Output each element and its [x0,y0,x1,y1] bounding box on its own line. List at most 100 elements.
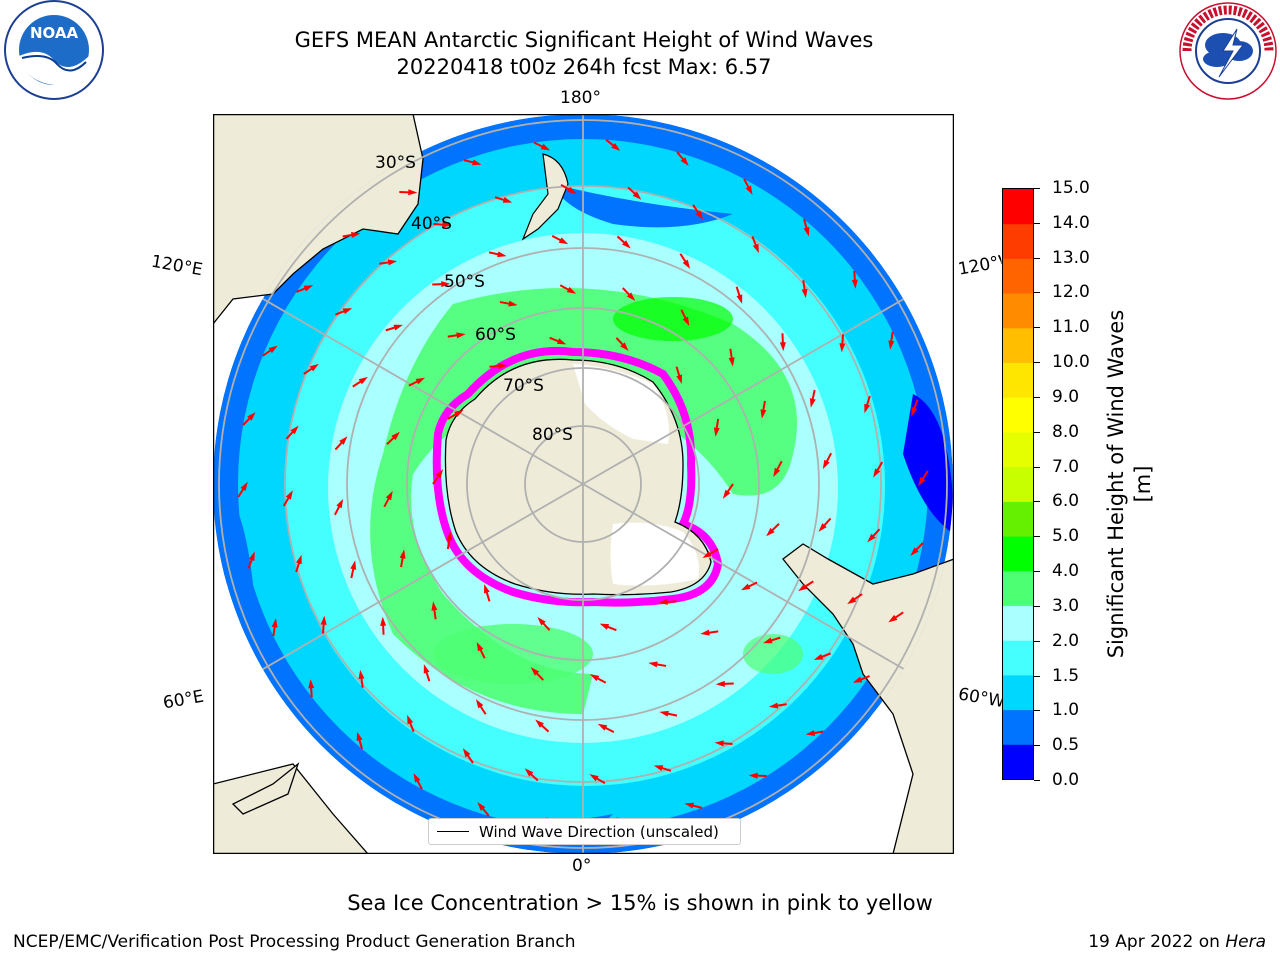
wave-arrow-head [695,210,704,220]
noaa-logo-text: NOAA [30,24,79,42]
wave-arrow-head [393,324,403,331]
footer-machine: Hera [1225,932,1266,952]
noaa-logo: NOAA [4,0,104,100]
colorbar-label: Significant Height of Wind Waves [m] [1104,309,1155,659]
wave-arrow-head [303,285,314,292]
wave-arrow-head [766,527,775,537]
wave-arrow-head [752,243,759,254]
sea-ice-note: Sea Ice Concentration > 15% is shown in … [347,891,933,915]
wave-arrow-head [867,533,876,543]
colorbar-tick-mark [1034,431,1040,433]
colorbar-bin [1003,293,1033,329]
lat-label-30s: 30°S [375,153,416,173]
wave-arrow-head [659,710,669,717]
colorbar-tick-label: 8.0 [1052,421,1080,442]
lon-label-60w: 60°W [956,684,1004,712]
lat-label-80s: 80°S [532,425,573,445]
colorbar-tick-mark [1034,501,1040,503]
wave-arrow-head [462,748,471,758]
wave-arrow-head [336,498,344,509]
wave-arrow-head [454,409,464,418]
colorbar-tick-label: 13.0 [1052,247,1090,268]
lat-label-70s: 70°S [503,376,544,396]
land-madagascar [231,762,300,815]
wave-arrow-head [350,232,361,238]
wave-arrow-head [356,731,363,742]
wave-arrow-head [508,300,518,307]
wave-arrow-head [715,680,725,687]
wave-arrow-head [308,679,315,689]
wave-arrow-head [475,699,484,709]
wave-arrow-head [413,773,421,783]
colorbar-bin [1003,536,1033,572]
wave-arrow-head [805,730,816,736]
wave-arrow-head [813,653,824,660]
colorbar-bin [1003,362,1033,398]
lon-label-120w: 120°W [956,252,1004,280]
chart-subtitle: 20220418 t00z 264h fcst Max: 6.57 [396,55,772,79]
wave-arrow-head [852,676,863,683]
colorbar-bin [1003,327,1033,364]
wave-arrow-head [309,363,319,372]
colorbar-tick-label: 9.0 [1052,386,1080,407]
wave-arrow-head [442,221,452,228]
footer-credit: NCEP/EMC/Verification Post Processing Pr… [13,932,576,952]
wave-arrow-head [682,316,690,327]
chart-title: GEFS MEAN Antarctic Significant Height o… [294,28,874,52]
wave-band-high [370,288,797,714]
wave-arrow-head [472,159,482,166]
legend-label: Wind Wave Direction (unscaled) [479,822,719,841]
wave-arrow-head [240,481,248,492]
colorbar-tick-mark [1034,466,1040,468]
wave-arrow-head [910,547,919,556]
wave-arrow-head [911,406,918,417]
polar-map: 30°S 40°S 50°S 60°S 70°S 80°S [213,114,954,854]
colorbar-tick-label: 0.0 [1052,770,1080,790]
colorbar-tick-label: 7.0 [1052,456,1080,477]
wave-arrow-head [268,345,278,354]
colorbar-tick-label: 2.0 [1052,630,1080,651]
wave-arrow-head [760,409,767,419]
wave-arrow-head [622,240,631,249]
colorbar-tick-mark [1034,536,1040,538]
wave-arrow-head [391,431,400,441]
wave-arrow-head [676,374,683,384]
wave-arrow-head [740,583,751,591]
colorbar [1002,188,1034,780]
colorbar-tick-label: 1.5 [1052,665,1080,686]
wave-arrow-head [611,142,621,151]
wave-arrow-head [801,288,808,299]
colorbar-bin [1003,258,1033,294]
colorbar-tick-label: 1.0 [1052,700,1080,721]
wave-arrow-head [682,259,691,269]
ice-shelf-ross [573,364,669,444]
colorbar-tick-label: 10.0 [1052,352,1090,373]
colorbar-bin [1003,189,1033,225]
land-africa [213,763,369,854]
wave-arrow-head [320,615,327,625]
wave-arrow-head [745,185,753,195]
colorbar-bin [1003,570,1033,606]
wave-arrow-head [779,342,786,352]
lat-label-50s: 50°S [444,272,485,292]
wave-arrow-head [839,343,846,353]
wave-arrow-head [589,774,599,782]
colorbar-tick-label: 6.0 [1052,491,1080,512]
wave-arrow-head [567,186,577,194]
wave-arrow-head [342,308,353,315]
colorbar-tick-label: 0.5 [1052,735,1080,756]
wave-arrow-head [918,476,926,487]
wave-arrow-head [680,157,689,166]
colorbar-bin [1003,674,1033,711]
wave-arrow-head [285,490,293,500]
lon-label-60e: 60°E [161,686,206,714]
lon-label-0: 0° [572,856,592,876]
colorbar-tick-label: 3.0 [1052,595,1080,616]
lon-label-180: 180° [560,88,601,108]
wave-arrow-head [873,468,881,478]
colorbar-tick-mark [1034,605,1040,607]
wave-arrow-head [728,357,735,367]
wave-arrow-head [713,427,720,437]
sea-ice-edge [432,346,723,607]
map-legend: Wind Wave Direction (unscaled) [428,818,741,845]
